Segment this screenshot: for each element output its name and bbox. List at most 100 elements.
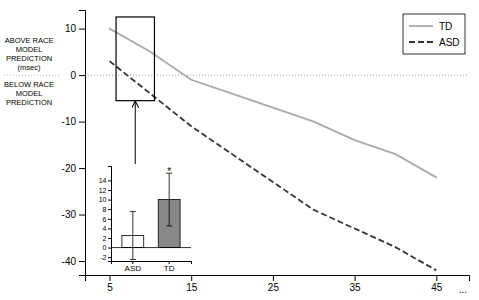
- error-bar-cap: [130, 211, 136, 212]
- y-label-above: ABOVE RACEMODELPREDICTION(msec): [5, 36, 54, 72]
- inset-y-axis-tick-mark: [108, 248, 111, 249]
- y-axis-tick: -10: [62, 116, 85, 127]
- inset-y-axis-tick-mark: [108, 209, 111, 210]
- inset-y-axis-tick-mark: [108, 190, 111, 191]
- inset-plot-area: [111, 173, 191, 259]
- y-axis-line: [79, 11, 86, 276]
- legend-label: ASD: [439, 37, 460, 48]
- inset-x-axis-tick: TD: [164, 261, 175, 273]
- inset-y-axis-tick-label: 4: [103, 225, 107, 232]
- inset-y-axis-tick: -2: [100, 254, 111, 261]
- chart: 515253545-40-30-20-10010ABOVE RACEMODELP…: [0, 0, 479, 300]
- y-axis-tick: -30: [62, 209, 85, 220]
- inset-y-axis-tick-label: -2: [100, 254, 106, 261]
- inset-y-axis: -2 0 2 4 6 8 10 12 14: [99, 167, 112, 262]
- y-axis-tick-label: -30: [62, 209, 77, 220]
- inset-y-axis-tick-mark: [108, 228, 111, 229]
- y-axis-tick-label: -20: [62, 163, 77, 174]
- main-plot: 515253545-40-30-20-10010ABOVE RACEMODELP…: [4, 11, 470, 296]
- inset-y-axis-tick: 14: [99, 177, 111, 184]
- y-axis-tick-mark: [79, 261, 85, 262]
- annotation: ...: [459, 284, 467, 295]
- y-axis-tick: 10: [65, 23, 85, 34]
- x-axis-tick-mark: [191, 275, 192, 281]
- y-axis-tick-mark: [79, 168, 85, 169]
- legend-box: [403, 14, 465, 54]
- error-bar-line: [169, 173, 170, 226]
- y-axis-tick-mark: [79, 29, 85, 30]
- legend-label: TD: [439, 21, 452, 32]
- annotation: *: [167, 166, 171, 177]
- inset-y-axis-tick-label: 12: [99, 187, 107, 194]
- x-axis-tick-label: 35: [350, 282, 362, 293]
- x-axis-tick-label: 25: [268, 282, 280, 293]
- inset-y-axis-tick-mark: [108, 219, 111, 220]
- error-bar-cap: [130, 259, 136, 260]
- inset-y-axis-tick: 12: [99, 187, 111, 194]
- inset-y-axis-tick-label: 2: [103, 235, 107, 242]
- y-axis-tick-mark: [79, 215, 85, 216]
- inset-background: [87, 162, 193, 273]
- x-axis-tick: 25: [268, 275, 280, 293]
- error-bar-line: [132, 212, 133, 260]
- y-axis-tick-mark: [79, 75, 85, 76]
- x-axis-tick-label: 5: [107, 282, 113, 293]
- inset-y-axis-tick-mark: [108, 180, 111, 181]
- inset-y-axis-tick-label: 8: [103, 206, 107, 213]
- highlight-arrow: [135, 102, 136, 164]
- y-axis-tick: -40: [62, 256, 85, 267]
- y-axis-tick: 0: [70, 70, 85, 81]
- inset-y-axis-line: [108, 167, 112, 262]
- x-axis-tick: 5: [107, 275, 113, 293]
- y-axis-tick: -20: [62, 163, 85, 174]
- inset-y-axis-tick: 6: [103, 216, 111, 223]
- y-axis-tick-label: -10: [62, 116, 77, 127]
- y-label-below: BELOW RACEMODELPREDICTION: [4, 80, 54, 107]
- x-axis-tick-label: 15: [186, 282, 198, 293]
- x-axis-tick-label: 45: [431, 282, 443, 293]
- legend: TD ASD: [403, 14, 465, 54]
- inset-y-axis-tick-label: 6: [103, 216, 107, 223]
- inset-y-axis-tick-label: 14: [99, 177, 107, 184]
- inset-chart: -2 0 2 4 6 8 10 12 14 ASD TD *: [87, 162, 193, 273]
- inset-y-axis-tick: 8: [103, 206, 111, 213]
- zero-line: [85, 75, 469, 76]
- y-axis-tick-mark: [79, 122, 85, 123]
- separator-line: [4, 75, 61, 76]
- inset-y-axis-tick: 0: [103, 244, 111, 251]
- x-axis: 5 15 25 35 45: [86, 275, 470, 293]
- inset-x-axis-tick-label: ASD: [125, 264, 142, 273]
- y-axis-tick-label: -40: [62, 256, 77, 267]
- x-axis-tick: 15: [186, 275, 198, 293]
- x-axis-tick-mark: [273, 275, 274, 281]
- x-axis-tick-mark: [110, 275, 111, 281]
- inset-y-axis-tick: 10: [99, 196, 111, 203]
- inset-zero-line: [111, 247, 191, 248]
- inset-x-axis: ASD TD: [112, 261, 192, 273]
- y-axis-tick-label: 0: [70, 70, 76, 81]
- inset-x-axis-line: [112, 262, 192, 265]
- x-axis-line: [86, 276, 470, 282]
- inset-y-axis-tick-mark: [108, 257, 111, 258]
- inset-x-axis-tick: ASD: [125, 261, 142, 273]
- y-axis: -40 -30 -20 -10 0 10: [62, 11, 86, 276]
- highlight-rect: [116, 17, 154, 101]
- x-axis-tick: 45: [431, 275, 443, 293]
- inset-y-axis-tick-mark: [108, 200, 111, 201]
- inset-x-axis-tick-label: TD: [164, 264, 175, 273]
- error-bar-cap: [166, 225, 172, 226]
- x-axis-tick: 35: [350, 275, 362, 293]
- x-axis-tick-mark: [436, 275, 437, 281]
- x-axis-tick-mark: [355, 275, 356, 281]
- inset-y-axis-tick: 4: [103, 225, 111, 232]
- error-bar: [166, 173, 172, 226]
- series-line: [110, 29, 437, 178]
- inset-y-axis-tick-label: 0: [103, 244, 107, 251]
- error-bar: [130, 212, 136, 260]
- inset-y-axis-tick-mark: [108, 238, 111, 239]
- inset-y-axis-tick-label: 10: [99, 196, 107, 203]
- inset-y-axis-tick: 2: [103, 235, 111, 242]
- legend-swatch: [409, 41, 433, 43]
- legend-swatch: [409, 25, 433, 27]
- y-axis-tick-label: 10: [65, 23, 77, 34]
